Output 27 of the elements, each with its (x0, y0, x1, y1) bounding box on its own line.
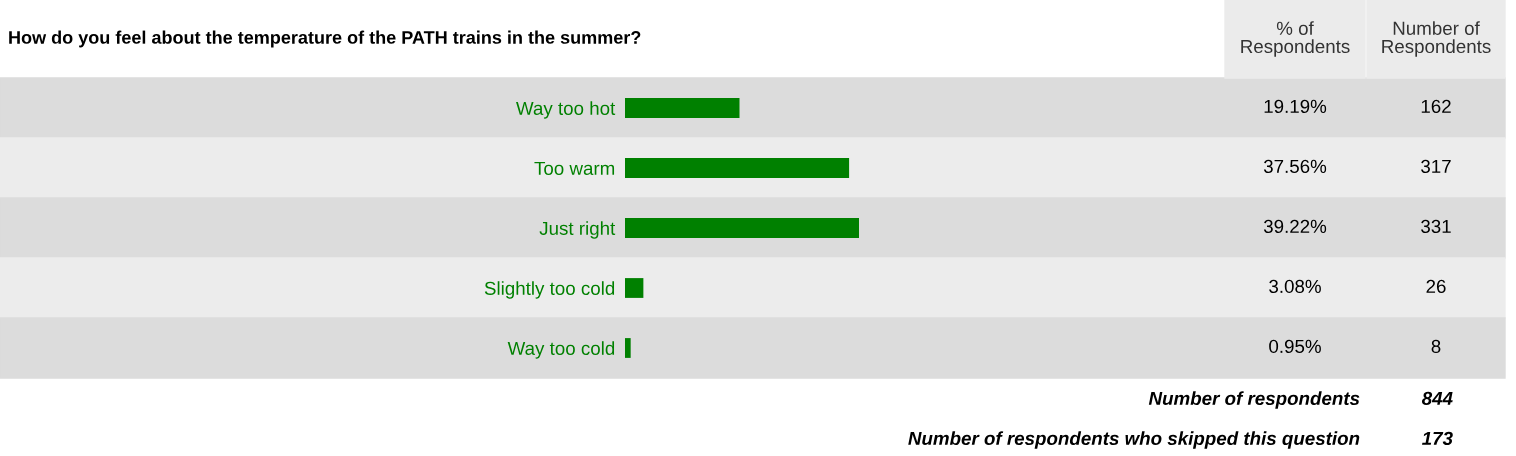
y-tick-label: Slightly too cold (484, 281, 615, 299)
text: 162 (1421, 99, 1451, 114)
text: How do you feel about the temperature of the PATH trains in the summer? (9, 30, 641, 48)
bar (625, 338, 631, 358)
data-label: 37.56% (1263, 159, 1327, 174)
data-label: 3.08% (1269, 279, 1321, 294)
text: % of Respondents (1241, 21, 1350, 57)
data-label: 19.19% (1264, 99, 1327, 114)
y-tick-label: Too warm (534, 161, 615, 175)
bar (625, 278, 644, 298)
text: 8 (1431, 339, 1441, 354)
text: 844 (1421, 391, 1453, 406)
y-tick-label: Just right (539, 221, 616, 239)
text: Number of respondents who skipped this question (908, 431, 1360, 449)
data-label: 0.95% (1269, 339, 1321, 354)
bar (625, 158, 850, 178)
text: 26 (1426, 279, 1446, 294)
y-tick-label: Way too hot (516, 101, 616, 119)
y-tick-label: Way too cold (507, 341, 615, 359)
bar (625, 218, 859, 238)
text: 331 (1421, 219, 1451, 234)
text: 173 (1422, 431, 1453, 446)
text: 317 (1421, 159, 1451, 174)
text: Number of respondents (1148, 391, 1360, 409)
text: Number of Respondents (1382, 21, 1491, 57)
bar (625, 98, 740, 118)
data-label: 39.22% (1263, 219, 1327, 234)
